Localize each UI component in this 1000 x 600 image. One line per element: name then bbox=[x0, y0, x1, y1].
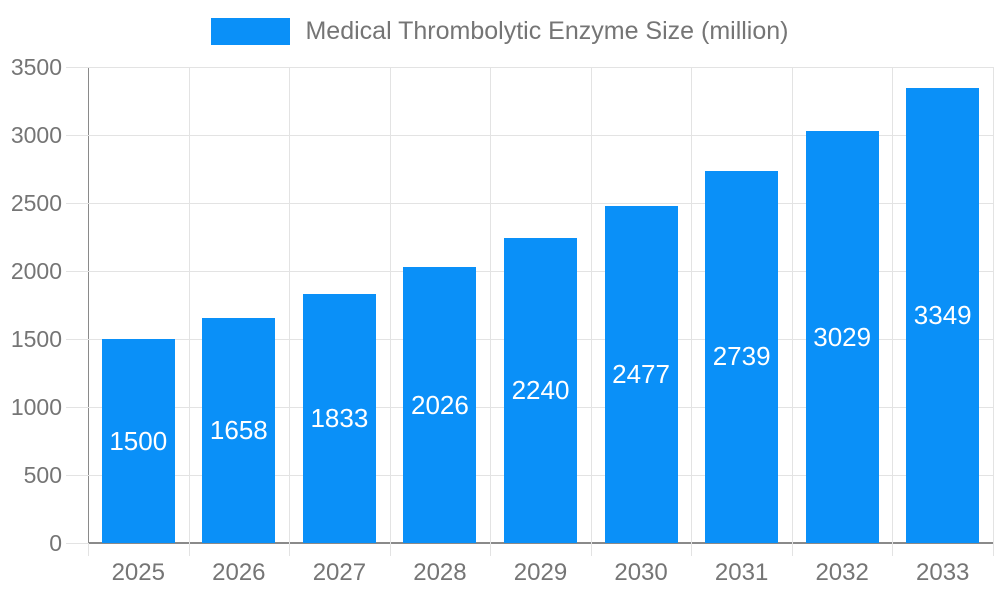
gridline-vertical bbox=[590, 67, 592, 543]
x-axis-line bbox=[88, 542, 993, 544]
x-tick-label: 2028 bbox=[413, 559, 467, 586]
bar-value-label: 1833 bbox=[310, 402, 369, 433]
y-axis-line bbox=[88, 67, 89, 543]
x-tick-label: 2032 bbox=[815, 559, 869, 586]
y-tick-label: 1500 bbox=[10, 326, 62, 352]
bar-value-label: 1658 bbox=[209, 414, 268, 445]
x-tick-label: 2030 bbox=[614, 559, 668, 586]
x-tick-mark bbox=[590, 543, 592, 556]
bar[interactable]: 3349 bbox=[906, 87, 980, 543]
y-tick-mark bbox=[66, 339, 88, 340]
x-tick-mark bbox=[993, 543, 994, 556]
bar-value-label: 3349 bbox=[913, 299, 972, 330]
y-tick-label: 3500 bbox=[10, 54, 62, 80]
bar[interactable]: 2739 bbox=[705, 170, 779, 543]
bar-value-label: 2026 bbox=[411, 389, 469, 420]
bar[interactable]: 1500 bbox=[101, 339, 175, 543]
bar-value-label: 2739 bbox=[712, 341, 771, 372]
bar-value-label: 3029 bbox=[813, 321, 872, 352]
gridline-vertical bbox=[691, 67, 693, 543]
x-tick-label: 2029 bbox=[513, 559, 568, 586]
x-tick-mark bbox=[289, 543, 291, 556]
x-tick-label: 2027 bbox=[312, 559, 367, 586]
gridline-vertical bbox=[289, 67, 291, 543]
bar-value-label: 1500 bbox=[109, 425, 168, 456]
gridline-horizontal bbox=[88, 135, 993, 136]
gridline-vertical bbox=[791, 67, 793, 543]
bar[interactable]: 1833 bbox=[302, 293, 376, 543]
gridline-vertical bbox=[892, 67, 894, 543]
bar-value-label: 2477 bbox=[612, 359, 670, 390]
x-tick-mark bbox=[892, 543, 894, 556]
y-tick-label: 1000 bbox=[10, 394, 62, 420]
gridline-horizontal bbox=[88, 67, 993, 68]
bar-value-label: 2240 bbox=[511, 375, 570, 406]
x-tick-mark bbox=[490, 543, 492, 556]
gridline-vertical bbox=[993, 67, 994, 543]
x-tick-mark bbox=[88, 543, 89, 556]
bar[interactable]: 3029 bbox=[805, 131, 879, 543]
x-tick-label: 2025 bbox=[111, 559, 165, 586]
x-tick-mark bbox=[691, 543, 693, 556]
y-tick-mark bbox=[66, 407, 88, 408]
x-tick-label: 2033 bbox=[916, 559, 970, 586]
y-tick-mark bbox=[66, 135, 88, 136]
y-tick-mark bbox=[66, 203, 88, 204]
legend-swatch-icon bbox=[211, 17, 291, 45]
y-tick-mark bbox=[66, 543, 88, 544]
gridline-vertical bbox=[490, 67, 492, 543]
gridline-vertical bbox=[389, 67, 391, 543]
y-tick-label: 3000 bbox=[10, 122, 62, 148]
y-tick-mark bbox=[66, 67, 88, 68]
y-tick-label: 500 bbox=[23, 462, 62, 488]
y-tick-mark bbox=[66, 271, 88, 272]
y-tick-label: 2000 bbox=[10, 258, 62, 284]
x-tick-label: 2031 bbox=[714, 559, 769, 586]
bar[interactable]: 2477 bbox=[604, 206, 678, 543]
gridline-horizontal bbox=[88, 203, 993, 204]
legend[interactable]: Medical Thrombolytic Enzyme Size (millio… bbox=[0, 16, 1000, 46]
x-tick-mark bbox=[791, 543, 793, 556]
y-tick-mark bbox=[66, 475, 88, 476]
x-tick-label: 2026 bbox=[212, 559, 266, 586]
plot-area: 1500 1658 1833 2026 2240 2477 2739 3029 3349 bbox=[88, 67, 994, 543]
bar[interactable]: 2240 bbox=[504, 238, 577, 543]
bar[interactable]: 1658 bbox=[202, 317, 276, 543]
bar[interactable]: 2026 bbox=[403, 267, 477, 543]
y-tick-label: 2500 bbox=[10, 190, 62, 216]
x-tick-mark bbox=[188, 543, 190, 556]
legend-label: Medical Thrombolytic Enzyme Size (millio… bbox=[305, 16, 789, 45]
gridline-vertical bbox=[188, 67, 190, 543]
x-tick-mark bbox=[389, 543, 391, 556]
y-tick-label: 0 bbox=[49, 530, 62, 556]
